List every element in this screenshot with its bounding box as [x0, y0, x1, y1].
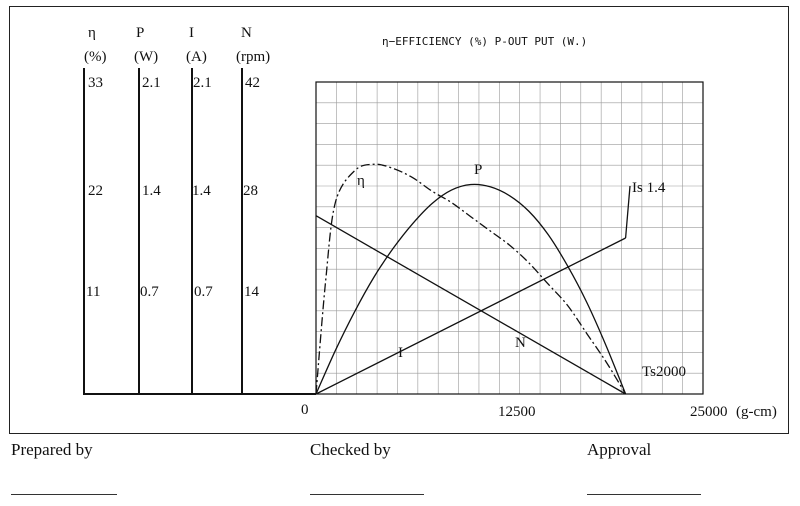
x-tick-25000: 25000 — [690, 404, 728, 420]
scale-n-tick-top: 42 — [245, 75, 260, 91]
scale-n-tick-low: 14 — [244, 284, 260, 300]
x-tick-12500: 12500 — [498, 404, 536, 420]
scale-i-tick-mid: 1.4 — [192, 183, 211, 199]
prepared-by-label: Prepared by — [11, 440, 93, 459]
prepared-by-signature-line[interactable] — [11, 494, 117, 495]
checked-by-signature-line[interactable] — [310, 494, 424, 495]
label-n: N — [515, 335, 526, 351]
scale-i-tick-low: 0.7 — [194, 284, 213, 300]
scale-n-unit: (rpm) — [236, 49, 270, 65]
approval-label: Approval — [587, 440, 652, 459]
scale-eta-unit: (%) — [84, 49, 107, 65]
current-line-extension — [624, 185, 631, 239]
scale-p-tick-low: 0.7 — [140, 284, 159, 300]
label-i: I — [398, 345, 403, 361]
scale-n: N (rpm) 42 28 14 — [236, 25, 270, 394]
plot-grid — [316, 82, 703, 394]
scale-eta-symbol: η — [88, 25, 96, 41]
scale-i-tick-top: 2.1 — [193, 75, 212, 91]
current-line — [315, 237, 626, 395]
scale-n-tick-mid: 28 — [243, 183, 258, 199]
label-stall-torque: Ts2000 — [642, 364, 686, 380]
output-power-curve — [315, 183, 627, 395]
x-axis-unit: (g-cm) — [736, 404, 777, 420]
curves-layer — [315, 163, 631, 395]
chart-frame — [9, 6, 789, 434]
checked-by-label: Checked by — [310, 440, 391, 459]
scale-eta-tick-mid: 22 — [88, 183, 103, 199]
scale-eta: η (%) 33 22 11 — [83, 25, 107, 394]
label-stall-current: Is 1.4 — [632, 180, 666, 196]
x-tick-0: 0 — [301, 402, 309, 418]
scale-i: I (A) 2.1 1.4 0.7 — [186, 25, 213, 394]
scale-p: P (W) 2.1 1.4 0.7 — [134, 25, 161, 394]
efficiency-curve — [315, 163, 627, 395]
scale-i-symbol: I — [189, 25, 194, 41]
scale-p-tick-mid: 1.4 — [142, 183, 161, 199]
scale-eta-tick-top: 33 — [88, 75, 103, 91]
speed-line — [315, 215, 626, 395]
scale-p-tick-top: 2.1 — [142, 75, 161, 91]
scale-n-symbol: N — [241, 25, 252, 41]
scale-i-unit: (A) — [186, 49, 207, 65]
scale-p-unit: (W) — [134, 49, 158, 65]
scale-p-symbol: P — [136, 25, 144, 41]
plot-border — [315, 81, 704, 395]
label-p: P — [474, 162, 482, 178]
legend-note: η−EFFICIENCY (%) P-OUT PUT (W.) — [382, 35, 587, 48]
scale-eta-tick-low: 11 — [86, 284, 100, 300]
label-eta: η — [357, 173, 365, 189]
approval-signature-line[interactable] — [587, 494, 701, 495]
